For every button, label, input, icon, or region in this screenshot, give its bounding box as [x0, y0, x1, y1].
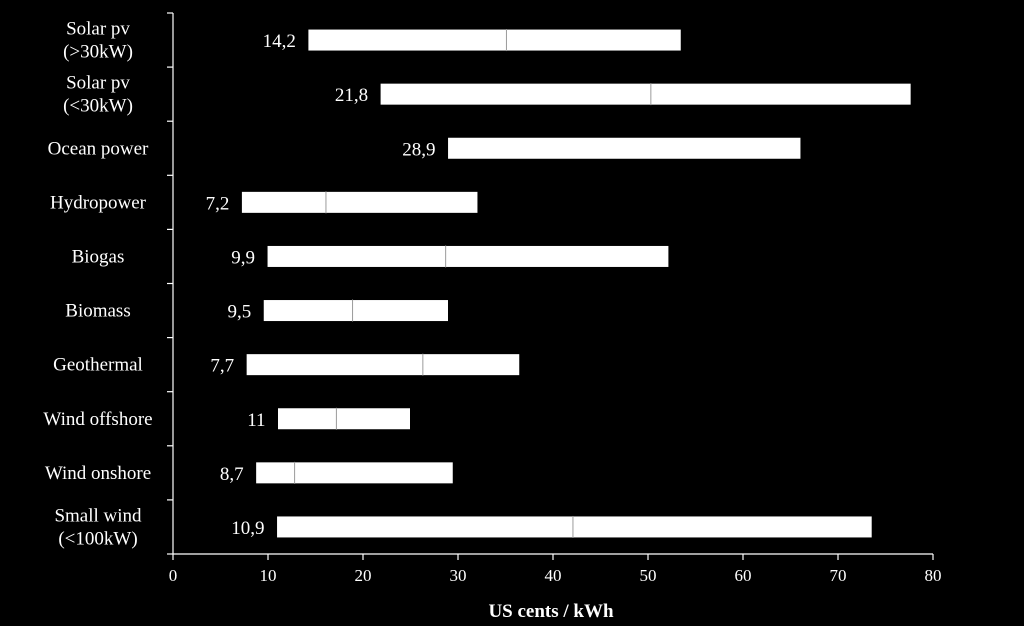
category-label-line: Solar pv	[66, 19, 130, 40]
min-value-labels: 14,2 21,8 28,9 7,2 9,9 9,5 7,7 11 8,7 10,9	[206, 31, 436, 539]
min-label-wind-onshore: 8,7	[220, 464, 244, 485]
category-label-small-wind-100kw: Small wind (<100kW)	[54, 505, 142, 549]
x-tick-label: 0	[169, 566, 178, 585]
category-label-biogas: Biogas	[72, 246, 125, 267]
x-ticks: 0 10 20 30 40 50 60 70 80	[169, 554, 942, 585]
range-bar-hydropower	[240, 190, 479, 214]
x-tick-label: 10	[260, 566, 277, 585]
category-label-line: Solar pv	[66, 73, 130, 94]
x-tick-label: 30	[450, 566, 467, 585]
min-label-solar-pv-30kw: 14,2	[263, 31, 296, 52]
category-label-line: Hydropower	[50, 192, 147, 213]
category-label-line: Geothermal	[53, 355, 143, 376]
category-label-line: Biomass	[65, 301, 130, 322]
min-label-ocean-power: 28,9	[402, 139, 435, 160]
category-label-line: Wind onshore	[45, 463, 151, 484]
category-label-solar-pv-30kw: Solar pv (<30kW)	[63, 73, 133, 117]
bars-group	[240, 28, 912, 539]
category-label-wind-onshore: Wind onshore	[45, 463, 151, 484]
min-label-solar-pv-30kw: 21,8	[335, 85, 368, 106]
x-tick-label: 20	[355, 566, 372, 585]
min-label-wind-offshore: 11	[247, 410, 265, 431]
range-bar-solar-pv-30kw	[307, 28, 682, 52]
range-bar-small-wind-100kw	[276, 515, 873, 539]
category-label-line: (>30kW)	[63, 42, 133, 63]
category-label-line: Wind offshore	[43, 409, 152, 430]
range-bar-biomass	[262, 299, 449, 323]
range-bar-geothermal	[245, 353, 521, 377]
min-label-biomass: 9,5	[228, 302, 252, 323]
range-bar-solar-pv-30kw	[379, 82, 912, 106]
category-label-line: Ocean power	[48, 138, 149, 159]
category-label-hydropower: Hydropower	[50, 192, 147, 213]
category-label-ocean-power: Ocean power	[48, 138, 149, 159]
min-label-hydropower: 7,2	[206, 193, 230, 214]
x-tick-label: 50	[640, 566, 657, 585]
category-label-geothermal: Geothermal	[53, 355, 143, 376]
category-label-wind-offshore: Wind offshore	[43, 409, 152, 430]
x-tick-label: 80	[925, 566, 942, 585]
min-label-biogas: 9,9	[231, 247, 255, 268]
category-labels: Solar pv (>30kW)Solar pv (<30kW)Ocean powe…	[43, 19, 152, 550]
category-label-line: Biogas	[72, 246, 125, 267]
category-label-solar-pv-30kw: Solar pv (>30kW)	[63, 19, 133, 63]
min-label-geothermal: 7,7	[210, 356, 234, 377]
min-label-small-wind-100kw: 10,9	[231, 518, 264, 539]
x-tick-label: 40	[545, 566, 562, 585]
x-axis-title: US cents / kWh	[488, 601, 614, 622]
category-label-line: (<100kW)	[58, 528, 137, 549]
range-bar-wind-onshore	[255, 461, 454, 485]
category-label-line: Small wind	[54, 505, 142, 526]
range-bar-wind-offshore	[277, 407, 411, 431]
category-label-biomass: Biomass	[65, 301, 130, 322]
range-bar-ocean-power	[447, 136, 802, 160]
category-label-line: (<30kW)	[63, 96, 133, 117]
x-tick-label: 60	[735, 566, 752, 585]
x-tick-label: 70	[830, 566, 847, 585]
range-bar-biogas	[266, 244, 670, 268]
